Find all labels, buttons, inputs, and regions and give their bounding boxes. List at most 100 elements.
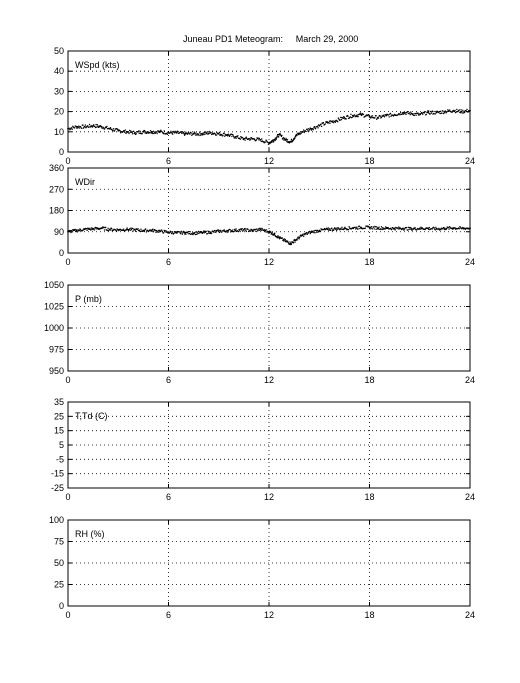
data-point (462, 112, 465, 114)
data-point (270, 231, 272, 234)
data-point (134, 230, 137, 232)
data-point (446, 110, 448, 113)
data-point (171, 231, 173, 233)
data-point (68, 127, 70, 129)
y-tick-label: 25 (54, 411, 64, 421)
data-point (258, 137, 261, 140)
y-tick-label: 5 (59, 440, 64, 450)
data-point (206, 131, 209, 133)
data-point (237, 135, 239, 137)
data-point (403, 229, 405, 231)
data-point (271, 141, 273, 143)
data-point (94, 125, 96, 128)
data-point (410, 226, 412, 229)
data-point (163, 133, 165, 135)
data-point (94, 226, 97, 229)
data-point (89, 228, 91, 230)
data-point (157, 131, 160, 133)
data-point (161, 229, 163, 232)
data-point (100, 125, 103, 128)
data-point (255, 139, 258, 141)
data-point (130, 227, 132, 229)
data-point (334, 121, 337, 123)
data-point (302, 131, 304, 133)
y-tick-label: 25 (54, 580, 64, 590)
data-point (170, 232, 173, 235)
data-point (173, 232, 175, 235)
data-point (139, 130, 141, 132)
data-point (195, 231, 197, 233)
data-point (237, 230, 240, 233)
data-point (147, 132, 149, 135)
data-point (124, 129, 127, 131)
data-point (93, 228, 95, 230)
data-point (196, 231, 198, 234)
data-point (428, 228, 430, 230)
data-point (414, 112, 417, 115)
chart-panel-5: 0 6 12 18 24 0 25 50 75 100 RH (%) (49, 515, 475, 620)
data-point (401, 113, 404, 115)
data-point (127, 131, 130, 133)
data-point (264, 230, 267, 232)
data-point (234, 135, 237, 138)
x-tick-label: 6 (166, 492, 171, 502)
data-point (313, 231, 315, 234)
data-point (438, 227, 440, 230)
data-point (203, 131, 206, 134)
data-point (131, 131, 133, 134)
data-point (90, 227, 93, 229)
y-tick-label: 0 (59, 147, 64, 157)
data-point (217, 229, 219, 231)
data-point (94, 126, 97, 129)
data-point (286, 139, 289, 141)
data-point (201, 134, 204, 136)
data-point (112, 129, 114, 132)
data-point (342, 117, 344, 120)
data-point (247, 228, 249, 231)
data-point (374, 117, 376, 119)
data-point (124, 131, 126, 134)
data-point (82, 229, 84, 231)
data-point (125, 132, 127, 135)
data-point (408, 226, 411, 229)
data-point (81, 127, 83, 130)
data-point (356, 114, 359, 116)
data-point (104, 226, 107, 229)
data-point (290, 138, 293, 141)
data-point (384, 226, 387, 228)
data-point (71, 128, 73, 130)
data-point (269, 142, 271, 145)
data-point (139, 230, 142, 233)
data-point (410, 111, 412, 113)
data-point (180, 132, 183, 134)
data-point (97, 126, 100, 129)
data-point (355, 227, 358, 229)
data-point (426, 110, 429, 112)
data-point (419, 228, 422, 230)
data-point (463, 227, 466, 230)
data-point (413, 228, 416, 230)
data-point (88, 126, 90, 129)
data-point (184, 132, 187, 135)
y-tick-label: 360 (49, 163, 64, 173)
data-point (192, 132, 195, 135)
data-point (294, 137, 296, 140)
data-point (405, 113, 407, 116)
data-point (441, 112, 443, 114)
data-point (226, 229, 229, 232)
data-point (253, 138, 256, 141)
data-point (184, 231, 187, 234)
data-point (312, 128, 314, 131)
chart-panel-2: 0 6 12 18 24 0 90 180 270 360 WDir (49, 163, 475, 267)
data-point (390, 115, 392, 118)
x-tick-label: 12 (264, 375, 274, 385)
data-point (166, 133, 169, 136)
data-point (414, 226, 416, 229)
data-point (438, 110, 441, 113)
data-point (158, 130, 160, 132)
x-tick-label: 12 (264, 610, 274, 620)
data-point (145, 231, 148, 233)
data-point (230, 133, 233, 135)
data-point (447, 226, 450, 229)
